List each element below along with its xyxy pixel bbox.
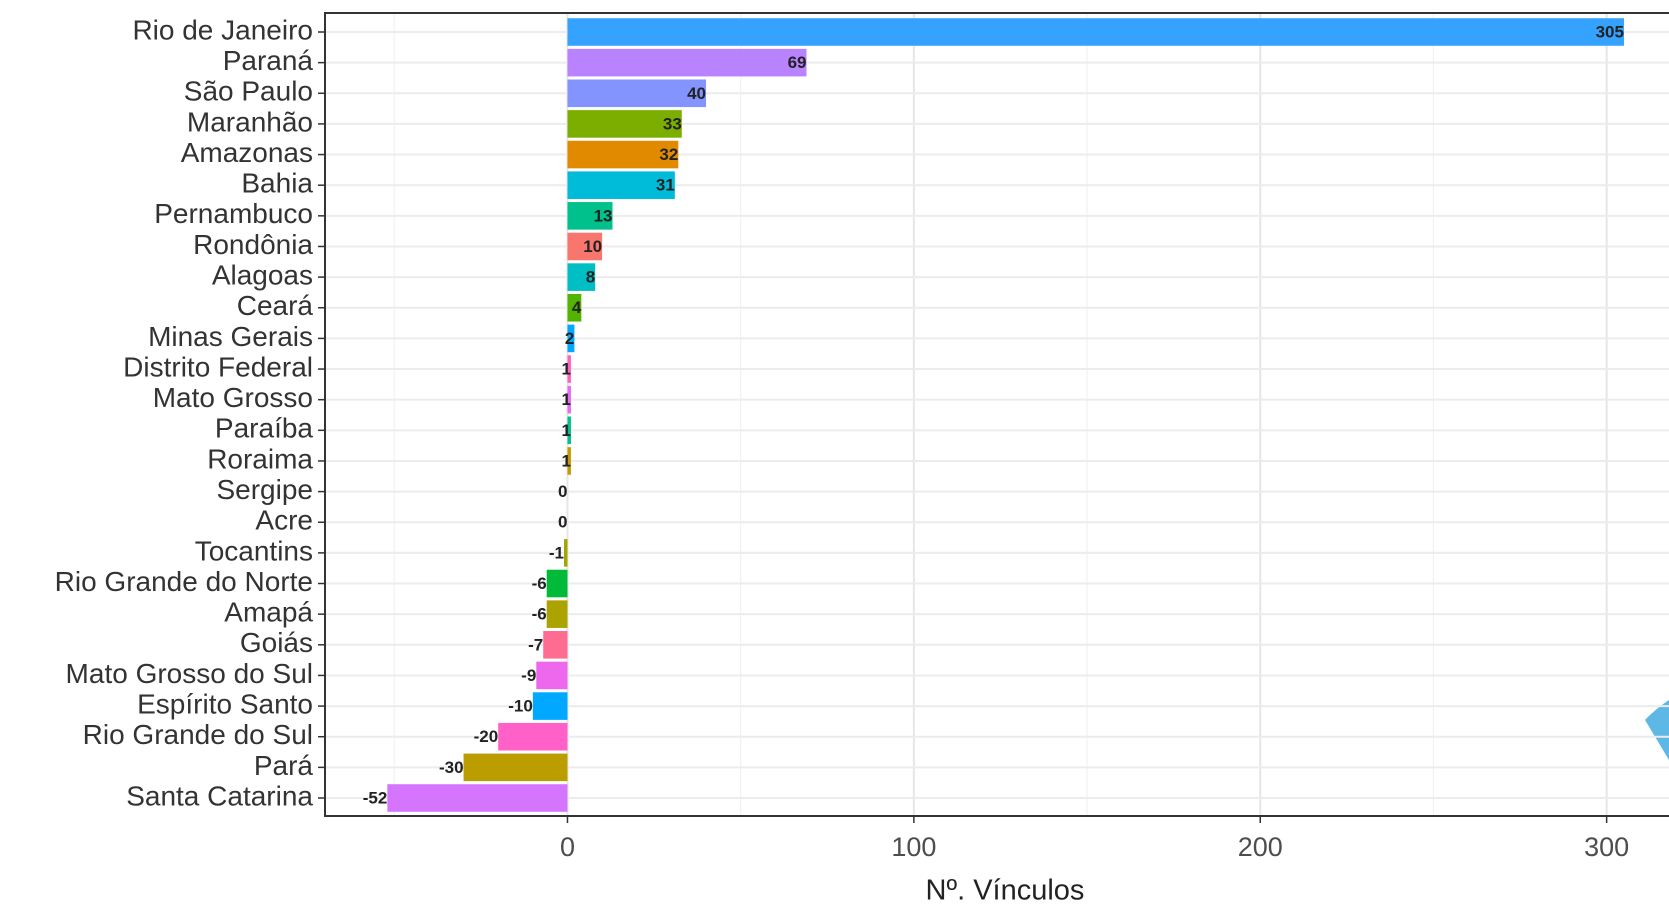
y-tick-label: Rio de Janeiro	[132, 14, 313, 45]
y-tick-label: Rio Grande do Norte	[55, 566, 313, 597]
value-label: 4	[572, 298, 582, 317]
value-label: -9	[521, 666, 536, 685]
y-tick-label: Acre	[255, 505, 313, 536]
bar	[567, 202, 613, 230]
y-tick-label: Santa Catarina	[126, 780, 313, 811]
x-tick-label: 200	[1238, 832, 1283, 862]
y-tick-label: Ceará	[237, 290, 314, 321]
value-label: -6	[532, 574, 547, 593]
bar	[567, 416, 571, 445]
bar	[567, 385, 571, 414]
value-label: 32	[659, 145, 678, 164]
bar	[532, 692, 568, 720]
value-label: 8	[586, 268, 595, 287]
value-label: 13	[594, 206, 613, 225]
bar	[567, 79, 707, 108]
value-label: 31	[656, 176, 675, 195]
value-label: 305	[1596, 22, 1624, 41]
y-tick-label: Mato Grosso	[153, 382, 313, 413]
bar	[567, 293, 582, 322]
value-label: -1	[549, 543, 564, 562]
y-tick-label: Amapá	[224, 597, 313, 628]
value-label: -6	[532, 605, 547, 624]
value-label: 1	[561, 451, 570, 470]
y-tick-label: Amazonas	[181, 137, 313, 168]
y-tick-label: Maranhão	[187, 106, 313, 137]
y-tick-label: Espírito Santo	[137, 688, 313, 719]
bar	[536, 661, 568, 690]
value-label: 1	[561, 390, 570, 409]
y-tick-label: Pernambuco	[154, 198, 313, 229]
x-tick-label: 300	[1584, 832, 1629, 862]
x-tick-label: 0	[560, 832, 575, 862]
value-label: 69	[788, 53, 807, 72]
value-label: 0	[558, 482, 567, 501]
bar	[546, 600, 568, 628]
bar	[567, 232, 603, 261]
bar	[567, 48, 807, 77]
bar	[567, 110, 682, 138]
y-tick-label: Paraíba	[215, 413, 313, 444]
y-tick-label: Distrito Federal	[123, 351, 313, 382]
y-tick-label: Alagoas	[212, 260, 313, 291]
bar	[387, 784, 568, 812]
x-tick-label: 100	[891, 832, 936, 862]
bar	[567, 355, 571, 383]
y-tick-label: Bahia	[241, 168, 313, 199]
y-tick-label: São Paulo	[184, 76, 313, 107]
x-axis-title: Nº. Vínculos	[926, 875, 1085, 907]
value-label: -20	[474, 727, 499, 746]
value-label: -10	[508, 697, 533, 716]
bar	[567, 18, 1624, 46]
bar	[546, 569, 568, 598]
bar	[567, 263, 596, 291]
value-label: 2	[565, 329, 574, 348]
y-tick-label: Tocantins	[195, 535, 313, 566]
panel-border	[324, 12, 1669, 817]
y-tick-label: Sergipe	[216, 474, 313, 505]
y-tick-label: Rio Grande do Sul	[83, 719, 313, 750]
value-label: -30	[439, 758, 464, 777]
value-label: -7	[528, 635, 543, 654]
value-label: 33	[663, 114, 682, 133]
value-label: -52	[363, 788, 388, 807]
y-tick-label: Minas Gerais	[148, 321, 313, 352]
bar	[564, 539, 568, 567]
bar	[498, 722, 568, 751]
y-tick-label: Mato Grosso do Sul	[66, 658, 313, 689]
value-label: 1	[561, 360, 570, 379]
bar	[567, 447, 571, 475]
value-label: 40	[687, 84, 706, 103]
decoration	[1645, 700, 1669, 760]
y-tick-label: Pará	[254, 750, 314, 781]
y-tick-label: Paraná	[223, 45, 314, 76]
bar	[463, 753, 568, 782]
value-label: 0	[558, 513, 567, 532]
bar	[567, 140, 679, 169]
y-tick-label: Roraima	[207, 443, 313, 474]
y-tick-label: Goiás	[240, 627, 313, 658]
bar	[567, 171, 675, 199]
y-tick-label: Rondônia	[193, 229, 313, 260]
bar	[543, 631, 568, 659]
bar	[567, 324, 575, 353]
value-label: 1	[561, 421, 570, 440]
value-label: 10	[583, 237, 602, 256]
